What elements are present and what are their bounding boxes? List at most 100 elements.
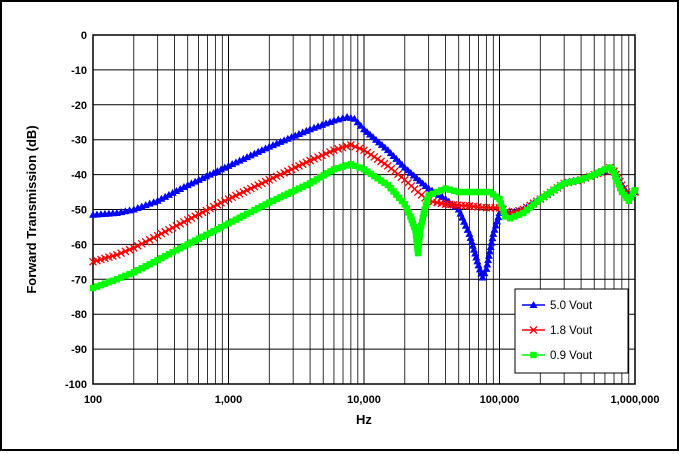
data-point (409, 220, 417, 227)
data-point (364, 168, 371, 175)
data-point (537, 195, 544, 203)
data-point (225, 220, 232, 227)
data-point (490, 225, 499, 233)
data-point (411, 223, 418, 231)
data-point (422, 201, 430, 209)
data-point (370, 152, 379, 161)
legend-label: 0.9 Vout (550, 350, 593, 362)
data-point (346, 140, 355, 149)
data-point (150, 258, 157, 266)
data-point (417, 223, 425, 230)
data-point (320, 172, 327, 179)
data-point (480, 269, 489, 277)
tick-label-layer: 0 -10 -20 -30 -40 -50 -60 -70 -80 -90 -100 100 1,000… (65, 30, 660, 406)
data-point (424, 196, 431, 204)
data-point (352, 162, 359, 170)
data-point (254, 205, 262, 212)
data-point (433, 188, 441, 196)
data-point (117, 274, 125, 281)
data-point (526, 204, 534, 211)
data-point (554, 184, 561, 192)
data-point (323, 170, 331, 177)
data-point (117, 249, 126, 258)
chart-svg: 0 -10 -20 -30 -40 -50 -60 -70 -80 -90 -100 100 1,000… (24, 30, 660, 427)
data-point (195, 235, 203, 242)
data-point (483, 260, 492, 268)
data-point (401, 201, 408, 208)
data-point (145, 235, 154, 244)
data-point (417, 227, 424, 234)
data-point (172, 186, 181, 194)
data-point (317, 174, 324, 181)
data-point (466, 233, 475, 241)
data-point (380, 159, 389, 168)
data-point (284, 190, 292, 197)
data-point (371, 172, 378, 180)
data-point (138, 265, 145, 272)
data-point (560, 180, 568, 187)
data-point (112, 250, 121, 259)
data-point (326, 147, 334, 156)
data-point (161, 227, 170, 236)
data-point (179, 217, 188, 226)
data-point (161, 192, 170, 200)
series-layer (89, 113, 639, 292)
data-point (471, 249, 480, 257)
data-point (405, 209, 412, 216)
data-point (168, 188, 177, 196)
data-point (591, 171, 598, 178)
data-point (220, 196, 229, 205)
data-point (594, 169, 601, 177)
data-point (205, 204, 214, 213)
data-point (299, 183, 306, 191)
data-point (377, 177, 385, 184)
data-point (629, 190, 637, 197)
data-point (489, 229, 498, 237)
data-point (303, 181, 310, 189)
data-point (134, 267, 141, 274)
data-point (501, 213, 509, 220)
data-point (543, 191, 551, 198)
data-point (164, 190, 173, 198)
data-point (416, 236, 423, 243)
y-tick-label: -20 (71, 100, 87, 112)
data-point (172, 221, 181, 230)
data-point (306, 156, 315, 165)
data-point (627, 194, 635, 201)
data-point (367, 170, 375, 178)
data-point (467, 188, 474, 196)
data-point (573, 177, 581, 184)
data-point (214, 225, 221, 233)
data-point (180, 243, 188, 250)
data-point (292, 187, 299, 194)
data-point (273, 195, 280, 203)
x-tick-label: 1,000 (215, 394, 243, 406)
data-point (360, 146, 368, 155)
data-point (243, 210, 251, 218)
data-point (176, 245, 184, 252)
data-point (179, 183, 188, 191)
data-point (334, 164, 342, 172)
data-point (232, 216, 240, 223)
data-point (438, 187, 445, 194)
data-point (471, 188, 478, 196)
data-point (360, 166, 368, 173)
data-point (488, 234, 497, 242)
data-point (339, 163, 346, 170)
data-point (168, 223, 177, 232)
data-point (310, 178, 317, 185)
data-point (213, 200, 222, 209)
data-point (191, 212, 200, 221)
data-point (343, 162, 350, 169)
data-point (482, 264, 491, 272)
data-point (173, 247, 180, 254)
data-point (288, 188, 295, 196)
data-point (494, 213, 503, 221)
data-point (469, 245, 478, 253)
data-point (97, 281, 105, 289)
x-tick-label: 10,000 (347, 394, 381, 406)
data-point (194, 210, 203, 219)
data-point (122, 272, 129, 280)
data-point (184, 241, 191, 248)
